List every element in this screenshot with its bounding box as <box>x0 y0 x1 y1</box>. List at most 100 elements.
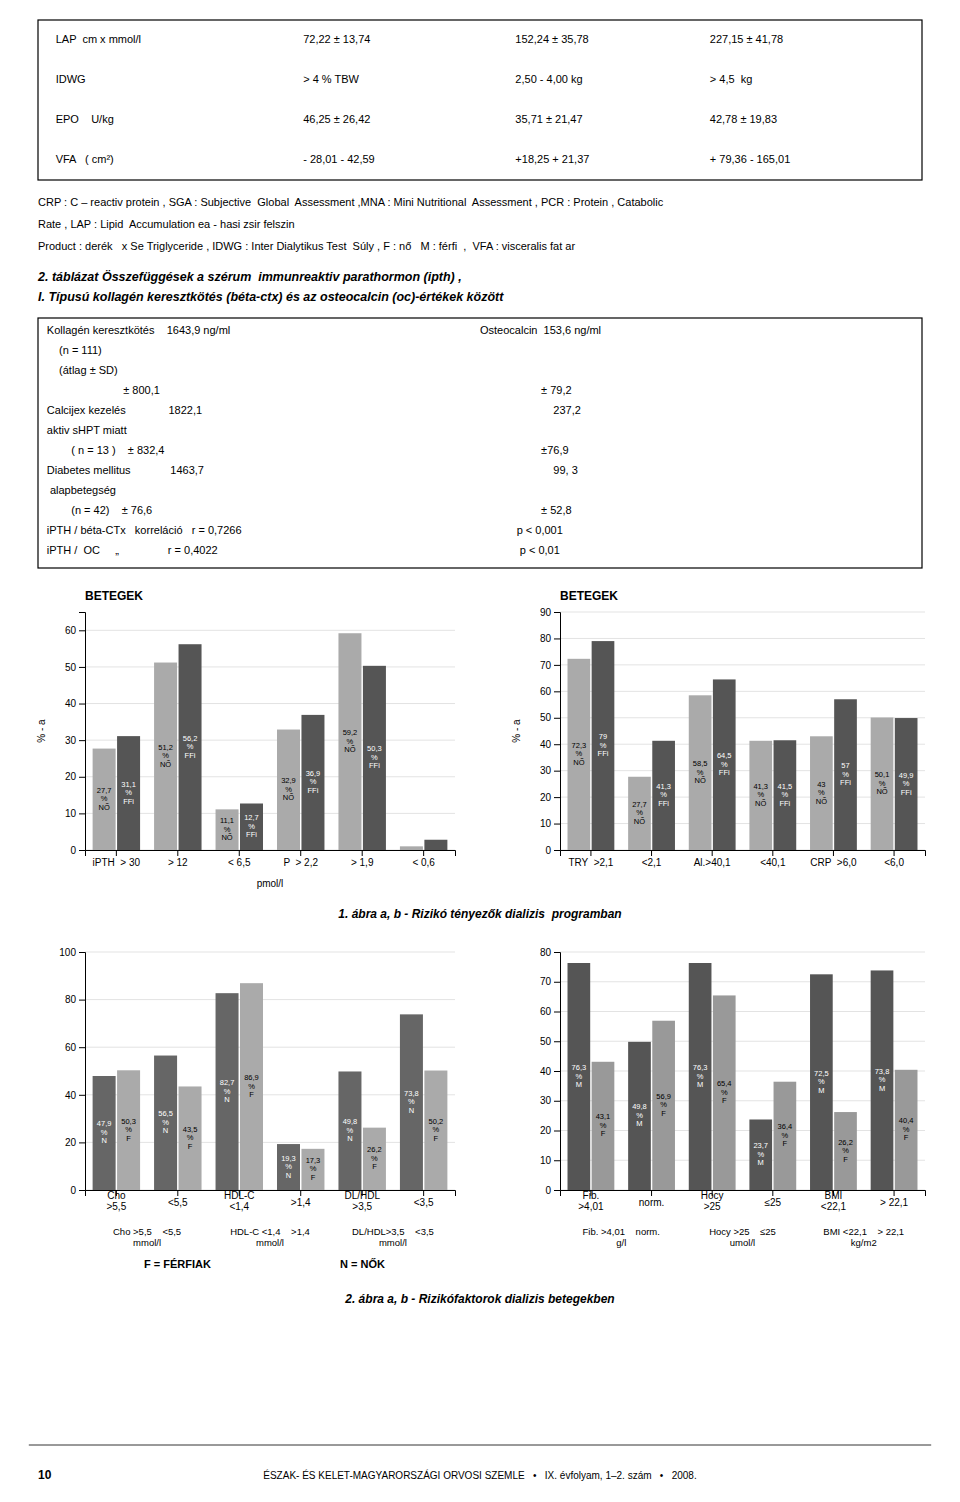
tick: 50 <box>540 712 560 723</box>
tick: <40,1 <box>760 850 786 868</box>
tick-mark <box>554 1041 560 1042</box>
grid-line <box>85 1142 455 1143</box>
axis-title: pmol/l <box>257 878 284 889</box>
grid-line <box>85 630 455 631</box>
page: LAP cm x mmol/l72,22 ± 13,74152,24 ± 35,… <box>0 0 960 1502</box>
data-labels: 76,3%M49,8%M76,3%M23,7%M72,5%M73,8%M43,1… <box>572 1063 914 1167</box>
tick-mark <box>554 1160 560 1161</box>
text-line: NŐ <box>694 776 705 785</box>
tick: 80 <box>540 633 560 644</box>
text-line: Cho <box>107 1190 126 1201</box>
grid-line <box>560 638 925 639</box>
tick-mark <box>79 952 85 953</box>
tick-label: BMI<22,1 <box>821 1190 847 1212</box>
text-line: NŐ <box>876 787 887 796</box>
data-label: 72,5%M <box>814 1069 829 1095</box>
tick-label: 0 <box>70 1185 76 1196</box>
tick-label: P > 2,2 <box>283 857 318 868</box>
tick: 100 <box>59 947 85 958</box>
tick-mark <box>554 691 560 692</box>
table-cell: aktiv sHPT miatt <box>47 424 127 436</box>
footnote-line: Product : derék x Se Triglyceride , IDWG… <box>38 240 575 252</box>
table-cell: (átlag ± SD) <box>47 364 118 376</box>
data-label: 58,5%NŐ <box>693 759 708 785</box>
bar <box>240 803 263 850</box>
tick-mark <box>79 630 85 631</box>
text-line: N <box>347 1134 352 1143</box>
tick: < 0,6 <box>412 850 435 868</box>
tick: 10 <box>65 808 85 819</box>
grid-line <box>560 770 925 771</box>
text-line: FFi <box>901 788 912 797</box>
page-number: 10 <box>38 1468 52 1482</box>
data-label: 56,2%FFi <box>183 734 198 760</box>
group-label: Hocy >25 ≤25umol/l <box>709 1226 776 1248</box>
tick: 0 <box>70 1185 85 1196</box>
tick: < 6,5 <box>228 850 251 868</box>
bar <box>424 1071 447 1190</box>
tick: 40 <box>65 1090 85 1101</box>
tick-mark <box>554 1101 560 1102</box>
grid-line <box>560 823 925 824</box>
tick-mark <box>554 1012 560 1013</box>
text-line: N <box>409 1106 414 1115</box>
caption: 2. ábra a, b - Rizikófaktorok dializis b… <box>344 1292 614 1306</box>
tick-mark <box>554 797 560 798</box>
text-line: DL/HDL <box>344 1190 380 1201</box>
grid <box>560 612 925 850</box>
bar <box>400 1014 423 1190</box>
data-labels: 27,7%NŐ51,2%NŐ11,1%NŐ32,9%NŐ59,2%NŐ31,1%… <box>97 728 382 842</box>
bar <box>628 1042 651 1190</box>
tick: HDL-C<1,4 <box>224 1190 255 1212</box>
tick-label: 30 <box>540 765 552 776</box>
tick: > 22,1 <box>880 1190 909 1208</box>
data-label: 40,4%F <box>899 1116 914 1142</box>
table-cell: 42,78 ± 19,83 <box>710 113 777 125</box>
text-line: F <box>843 1155 848 1164</box>
data-label: 36,4%F <box>778 1122 793 1148</box>
tick-mark <box>79 740 85 741</box>
tick-label: HDL-C<1,4 <box>224 1190 255 1212</box>
bar <box>810 736 833 850</box>
tick-label: 20 <box>65 1137 77 1148</box>
tick-mark <box>79 777 85 778</box>
data-label: 50,3%F <box>121 1117 136 1143</box>
bar <box>216 993 239 1190</box>
tick-mark <box>79 1000 85 1001</box>
text-line: Fib. <box>583 1190 600 1201</box>
data-label: 72,3%NŐ <box>572 741 587 767</box>
tick-mark <box>554 638 560 639</box>
text-line: F <box>126 1134 131 1143</box>
data-label: 56,5%N <box>158 1109 173 1135</box>
table-cell: 35,71 ± 21,47 <box>515 113 582 125</box>
tick-mark <box>894 1190 895 1196</box>
text-line: F <box>434 1134 439 1143</box>
tick-label: iPTH > 30 <box>93 857 141 868</box>
tick-label: 80 <box>65 994 77 1005</box>
tick: <3,5 <box>414 1190 434 1208</box>
tick-mark <box>79 813 85 814</box>
tick-mark <box>772 850 773 856</box>
tick-label: 0 <box>545 845 551 856</box>
text-line: M <box>879 1084 885 1093</box>
data-label: 64,5%FFi <box>717 751 732 777</box>
group-label: HDL-C <1,4 >1,4mmol/l <box>230 1226 310 1248</box>
x-axis: Fib.>4,01norm.Hocy>25≤25BMI<22,1> 22,1 <box>561 1190 926 1212</box>
text-line: N <box>286 1171 291 1180</box>
tick-label: >1,4 <box>291 1197 311 1208</box>
tick: CRP >6,0 <box>810 850 857 868</box>
bar <box>749 1119 772 1190</box>
tick-label: 80 <box>540 633 552 644</box>
data-label: 23,7%M <box>753 1141 768 1167</box>
bar <box>363 1128 386 1190</box>
tick: 0 <box>545 845 560 856</box>
bar <box>774 740 797 850</box>
bar <box>895 718 918 850</box>
axis-line <box>86 851 456 857</box>
tick-mark <box>116 850 117 856</box>
text-line: NŐ <box>816 797 827 806</box>
data-label: 27,7%NŐ <box>632 800 647 826</box>
tick-mark <box>423 850 424 856</box>
tick: 60 <box>540 686 560 697</box>
grid-line <box>560 981 925 982</box>
